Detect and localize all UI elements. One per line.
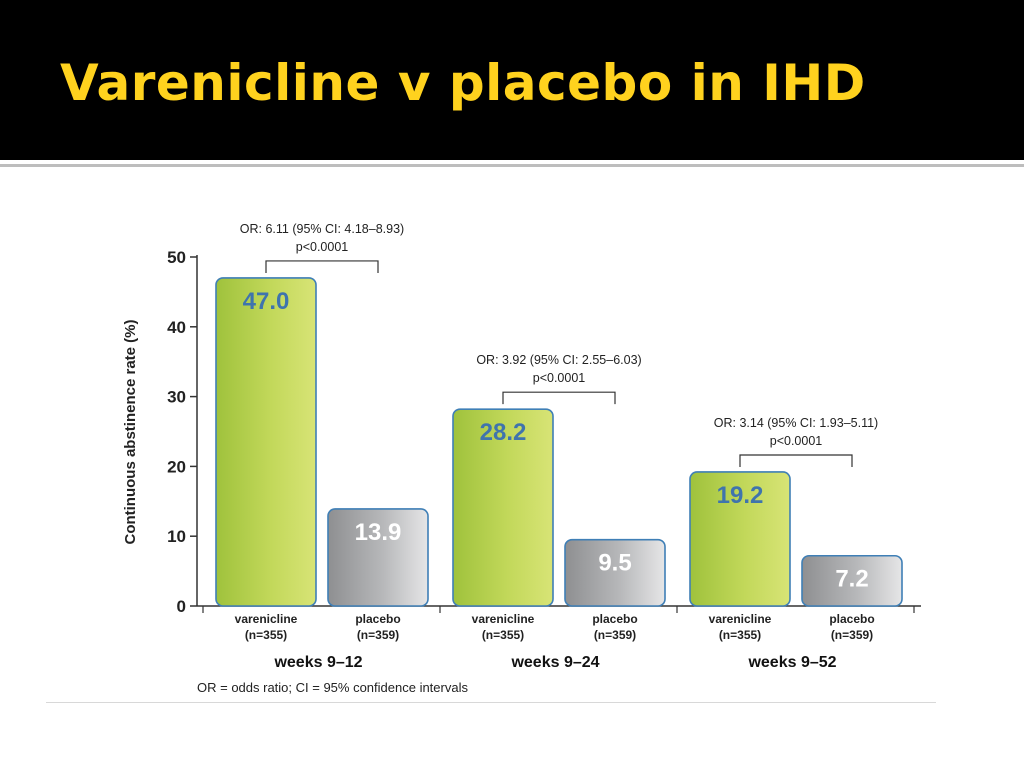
odds-ratio-annotation: OR: 6.11 (95% CI: 4.18–8.93)	[240, 222, 404, 236]
chart-axes	[190, 255, 921, 613]
category-label: placebo	[829, 612, 874, 626]
category-n-label: (n=359)	[594, 628, 636, 642]
significance-bracket	[502, 391, 616, 405]
y-axis-label: Continuous abstinence rate (%)	[122, 319, 139, 544]
category-n-label: (n=355)	[719, 628, 761, 642]
y-tick-label: 0	[177, 597, 186, 616]
y-tick-label: 30	[167, 388, 186, 407]
category-label: placebo	[592, 612, 637, 626]
category-label: varenicline	[235, 612, 298, 626]
significance-bracket	[265, 260, 379, 273]
bar-varenicline	[452, 408, 554, 607]
bar-placebo	[327, 508, 429, 607]
chart-footnote: OR = odds ratio; CI = 95% confidence int…	[197, 680, 468, 695]
y-tick-label: 20	[167, 457, 186, 476]
category-n-label: (n=355)	[482, 628, 524, 642]
slide-header: Varenicline v placebo in IHD	[0, 0, 1024, 160]
bar-value-label: 19.2	[717, 482, 764, 509]
category-n-label: (n=355)	[245, 628, 287, 642]
bar-placebo	[801, 554, 903, 607]
slide-title: Varenicline v placebo in IHD	[60, 54, 866, 112]
significance-bracket	[739, 454, 853, 467]
category-n-label: (n=359)	[357, 628, 399, 642]
bar-value-label: 28.2	[480, 419, 527, 446]
bar-value-label: 7.2	[835, 566, 868, 593]
odds-ratio-annotation: OR: 3.92 (95% CI: 2.55–6.03)	[476, 353, 641, 367]
bar-value-label: 9.5	[598, 550, 631, 577]
bar-varenicline	[689, 471, 791, 607]
p-value-annotation: p<0.0001	[533, 371, 586, 385]
bar-value-label: 47.0	[243, 288, 290, 315]
chart-bars	[215, 277, 903, 607]
chart-labels: 0 10 20 30 40 50 Continuous abstinence rate (%…	[122, 222, 878, 695]
p-value-annotation: p<0.0001	[296, 240, 349, 254]
y-tick-label: 50	[167, 248, 186, 267]
bar-placebo	[564, 538, 666, 607]
bar-value-label: 13.9	[355, 519, 402, 546]
header-divider	[0, 164, 1024, 167]
category-label: varenicline	[472, 612, 535, 626]
category-label: varenicline	[709, 612, 772, 626]
odds-ratio-annotation: OR: 3.14 (95% CI: 1.93–5.11)	[714, 416, 878, 430]
y-tick-label: 10	[167, 527, 186, 546]
category-n-label: (n=359)	[831, 628, 873, 642]
bar-varenicline	[215, 277, 317, 607]
group-label: weeks 9–52	[747, 654, 836, 671]
group-label: weeks 9–24	[510, 654, 599, 671]
p-value-annotation: p<0.0001	[770, 434, 823, 448]
group-label: weeks 9–12	[273, 654, 362, 671]
footer-divider	[46, 702, 936, 703]
category-label: placebo	[355, 612, 400, 626]
y-tick-label: 40	[167, 318, 186, 337]
